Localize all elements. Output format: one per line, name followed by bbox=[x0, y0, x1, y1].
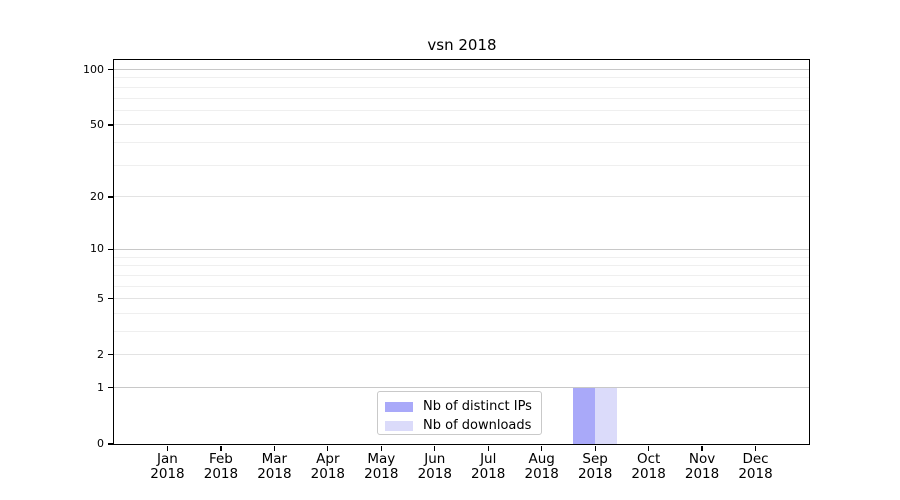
x-tick-label: Nov 2018 bbox=[675, 452, 729, 482]
x-tick-label: Oct 2018 bbox=[622, 452, 676, 482]
x-tick-label: Jan 2018 bbox=[140, 452, 194, 482]
y-tick-mark bbox=[107, 387, 113, 389]
gridline-minor bbox=[114, 265, 809, 267]
x-tick-year: 2018 bbox=[471, 466, 506, 482]
x-tick-month: Sep bbox=[582, 451, 608, 467]
x-tick-month: Jul bbox=[480, 451, 497, 467]
x-tick-mark bbox=[166, 445, 169, 451]
gridline-mid bbox=[114, 124, 809, 126]
gridline-major bbox=[114, 69, 809, 70]
gridline-major bbox=[114, 387, 809, 389]
gridline-minor bbox=[114, 142, 809, 144]
gridline-minor bbox=[114, 331, 809, 332]
legend-item: Nb of distinct IPs bbox=[385, 397, 541, 416]
x-tick-month: Nov bbox=[688, 451, 716, 467]
x-tick-month: Apr bbox=[316, 451, 340, 467]
y-tick-label: 50 bbox=[90, 117, 104, 131]
y-tick-mark bbox=[107, 298, 113, 300]
gridline-mid bbox=[114, 196, 809, 198]
gridline-mid bbox=[114, 298, 809, 300]
gridline-minor bbox=[114, 256, 809, 258]
gridline-minor bbox=[114, 285, 809, 287]
x-tick-year: 2018 bbox=[738, 466, 773, 482]
x-tick-mark bbox=[327, 445, 329, 451]
x-tick-label: Mar 2018 bbox=[247, 452, 301, 482]
y-tick-label: 5 bbox=[97, 291, 104, 305]
gridline-minor bbox=[114, 86, 809, 88]
x-tick-year: 2018 bbox=[257, 466, 292, 482]
x-tick-year: 2018 bbox=[684, 466, 720, 482]
y-tick-mark bbox=[107, 196, 113, 198]
x-tick-month: Feb bbox=[208, 451, 233, 467]
x-tick-month: Jan bbox=[157, 451, 178, 467]
x-axis: Jan 2018 Feb 2018 Mar 2018 Apr 2018 May 2018 Jun 20… bbox=[114, 60, 809, 482]
x-tick-label: May 2018 bbox=[354, 452, 408, 482]
y-tick-mark bbox=[107, 124, 113, 126]
x-tick-mark bbox=[648, 445, 650, 451]
x-tick-mark bbox=[434, 445, 436, 451]
x-tick-mark bbox=[487, 445, 489, 451]
gridline-minor bbox=[114, 274, 809, 276]
legend-label: Nb of distinct IPs bbox=[423, 399, 532, 414]
y-tick-mark bbox=[107, 68, 113, 71]
x-tick-year: 2018 bbox=[364, 466, 399, 482]
y-tick-mark bbox=[107, 354, 113, 356]
x-tick-mark bbox=[273, 445, 275, 451]
x-tick-label: Aug 2018 bbox=[515, 452, 569, 482]
gridline-minor bbox=[114, 77, 809, 79]
bar-distinct-ips bbox=[573, 387, 596, 444]
x-tick-label: Jun 2018 bbox=[408, 452, 462, 482]
x-tick-mark bbox=[220, 445, 222, 451]
y-tick-label: 1 bbox=[97, 380, 104, 394]
x-tick-month: Mar bbox=[261, 451, 288, 467]
x-tick-mark bbox=[380, 445, 382, 451]
gridline-minor bbox=[114, 97, 809, 99]
x-tick-label: Dec 2018 bbox=[729, 452, 783, 482]
legend: Nb of distinct IPs Nb of downloads bbox=[377, 391, 542, 435]
bars-layer bbox=[114, 60, 809, 444]
gridline-major bbox=[114, 248, 809, 250]
y-tick-label: 10 bbox=[90, 242, 104, 256]
legend-swatch bbox=[385, 420, 413, 431]
x-tick-month: Oct bbox=[636, 451, 661, 467]
x-tick-year: 2018 bbox=[150, 466, 185, 482]
x-tick-year: 2018 bbox=[577, 466, 613, 482]
x-tick-label: Feb 2018 bbox=[194, 452, 248, 482]
legend-label: Nb of downloads bbox=[423, 418, 532, 433]
x-tick-label: Jul 2018 bbox=[461, 452, 515, 482]
bar-downloads bbox=[595, 387, 618, 444]
x-tick-mark bbox=[701, 445, 703, 451]
y-tick-mark bbox=[107, 443, 113, 445]
gridline-mid bbox=[114, 354, 809, 356]
x-tick-month: Dec bbox=[742, 451, 769, 467]
x-tick-label: Apr 2018 bbox=[301, 452, 355, 482]
x-tick-year: 2018 bbox=[631, 466, 666, 482]
y-axis: 100 50 20 10 5 2 1 0 bbox=[83, 60, 809, 450]
y-tick-label: 100 bbox=[83, 62, 104, 76]
gridline-minor bbox=[114, 312, 809, 314]
y-tick-label: 2 bbox=[97, 347, 104, 361]
y-tick-label: 20 bbox=[90, 189, 104, 203]
x-tick-month: Aug bbox=[528, 451, 555, 467]
y-tick-label: 0 bbox=[97, 437, 104, 450]
chart-title: vsn 2018 bbox=[427, 36, 497, 54]
x-tick-year: 2018 bbox=[524, 466, 559, 482]
gridline-minor bbox=[114, 109, 809, 111]
legend-item: Nb of downloads bbox=[385, 416, 541, 435]
x-tick-mark bbox=[754, 445, 757, 451]
x-tick-mark bbox=[541, 445, 543, 451]
x-tick-month: Jun bbox=[424, 451, 446, 467]
x-tick-month: May bbox=[367, 451, 396, 467]
y-tick-mark bbox=[107, 248, 113, 250]
x-tick-year: 2018 bbox=[203, 466, 239, 482]
x-tick-label: Sep 2018 bbox=[568, 452, 622, 482]
x-tick-year: 2018 bbox=[417, 466, 452, 482]
gridlines-layer bbox=[114, 60, 809, 444]
x-tick-year: 2018 bbox=[310, 466, 346, 482]
legend-swatch bbox=[385, 401, 413, 412]
plot-area: 100 50 20 10 5 2 1 0 Jan 2018 Feb 2018 Mar 2018 Apr 20… bbox=[83, 59, 810, 482]
gridline-minor bbox=[114, 164, 809, 166]
x-tick-mark bbox=[594, 445, 596, 451]
